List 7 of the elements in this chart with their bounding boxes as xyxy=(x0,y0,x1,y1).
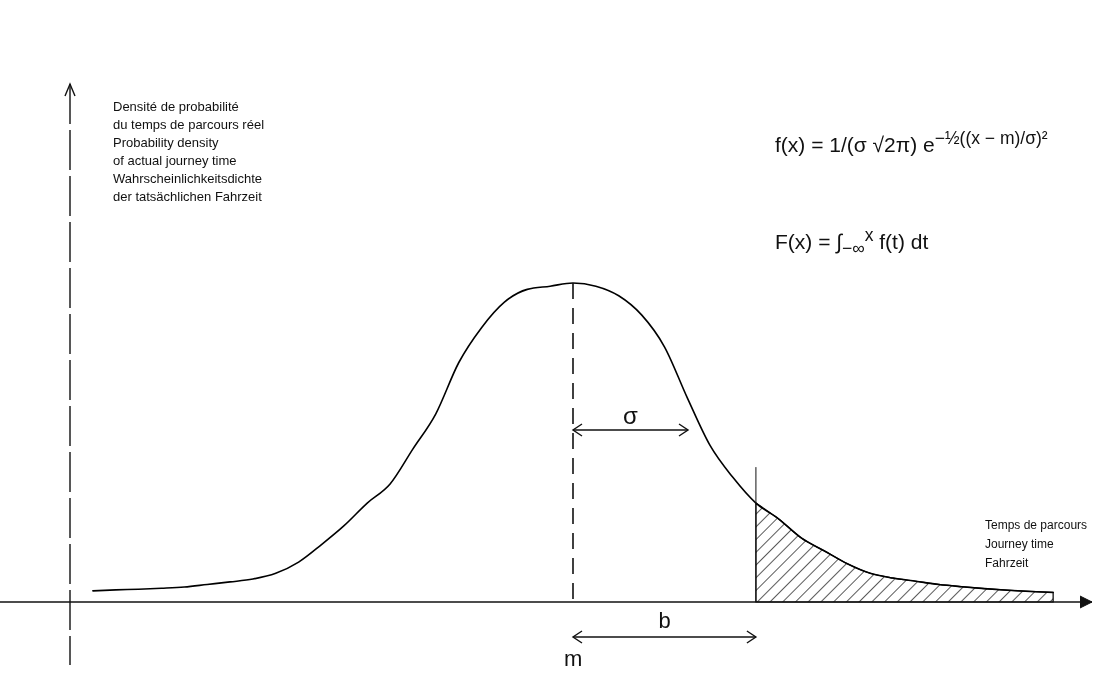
text: F(x) = ∫$_{−∞}$$^{x}$ f(t) dt xyxy=(775,225,929,260)
text: m xyxy=(564,646,583,672)
text: Densité de probabilité du temps de parcours réel Probability density of actual journey time Wahrscheinlichkeitsdichte der tatsächlichen Fahrzeit xyxy=(113,98,265,206)
x-axis-title: Temps de parcours Journey time Fahrzeit xyxy=(985,517,1088,572)
text: b xyxy=(658,608,671,634)
text: f(x) = 1/(σ √2π) e$^{−½((x − m)/σ)²}$ xyxy=(775,128,1048,157)
annotation: σ xyxy=(623,402,638,430)
